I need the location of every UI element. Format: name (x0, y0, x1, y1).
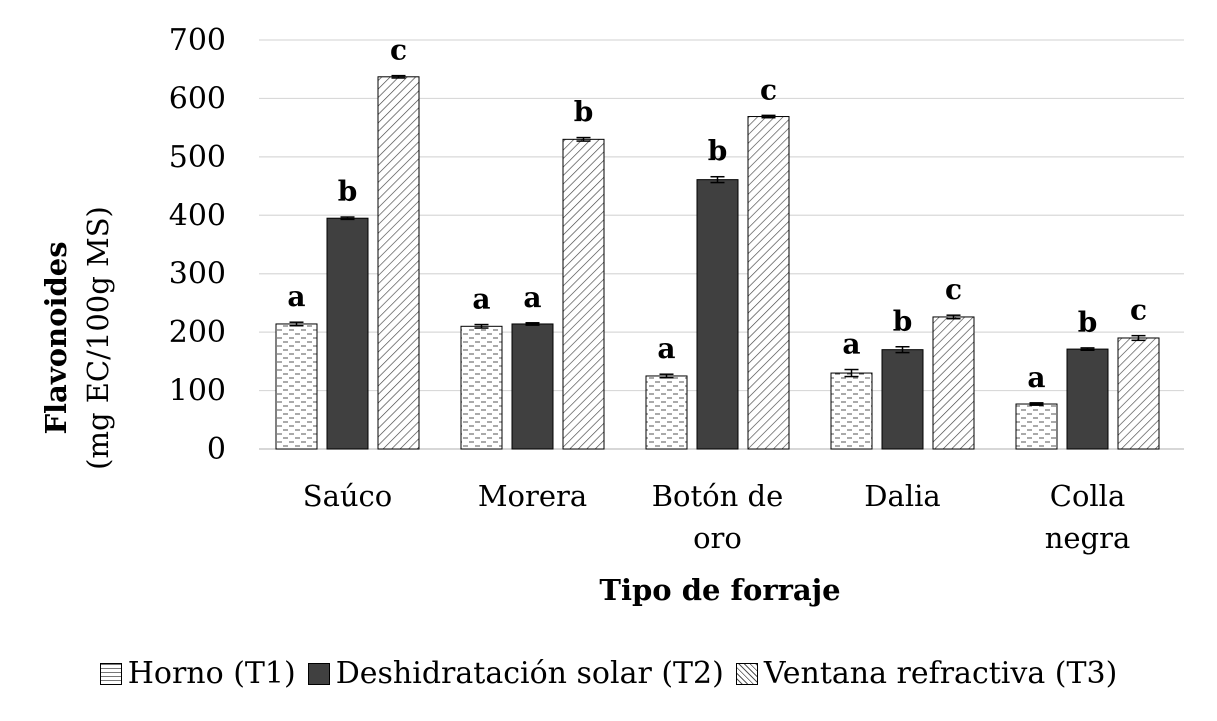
y-tick-label: 100 (169, 374, 226, 409)
legend-swatch-t2 (307, 662, 330, 685)
significance-letter: b (338, 175, 358, 208)
category-label: Botón de (652, 479, 784, 513)
category-label: Morera (478, 479, 587, 513)
bar-3 (377, 76, 420, 450)
significance-letter: c (1130, 294, 1147, 327)
significance-letter: c (390, 34, 407, 67)
bar-2 (326, 217, 369, 450)
y-tick-label: 0 (207, 432, 226, 467)
y-tick-label: 700 (169, 23, 226, 58)
y-tick-label: 400 (169, 198, 226, 233)
legend-item-t1: Horno (T1) (99, 656, 296, 691)
bar-3 (562, 138, 605, 450)
legend-item-t2: Deshidratación solar (T2) (307, 656, 724, 691)
y-axis-title-line1: Flavonoides (39, 241, 73, 434)
bar-1 (460, 325, 503, 450)
y-axis-ticks: 0 100 200 300 400 500 600 700 (169, 23, 226, 467)
significance-letter: b (893, 305, 913, 338)
legend-label-t1: Horno (T1) (127, 656, 296, 691)
bar-1 (645, 375, 688, 450)
bar-1 (275, 323, 318, 450)
legend-label-t2: Deshidratación solar (T2) (335, 656, 724, 691)
significance-letter: c (760, 73, 777, 106)
y-axis-title-line2: (mg EC/100g MS) (81, 206, 115, 470)
significance-letter: a (472, 283, 490, 316)
category-label: negra (1045, 521, 1131, 555)
legend-label-t3: Ventana refractiva (T3) (763, 656, 1118, 691)
legend: Horno (T1) Deshidratación solar (T2) Ven… (0, 656, 1217, 691)
legend-swatch-t3 (735, 662, 758, 685)
y-tick-label: 500 (169, 140, 226, 175)
y-tick-label: 600 (169, 81, 226, 116)
bar-1 (1015, 403, 1058, 450)
category-label: Colla (1050, 479, 1126, 513)
bar-2 (1066, 348, 1109, 450)
legend-item-t3: Ventana refractiva (T3) (735, 656, 1118, 691)
bar-2 (881, 349, 924, 450)
significance-letter: a (1027, 361, 1045, 394)
y-tick-label: 300 (169, 257, 226, 292)
bar-3 (747, 116, 790, 450)
bar-2 (511, 323, 554, 450)
y-tick-label: 200 (169, 315, 226, 350)
significance-letter: c (945, 273, 962, 306)
category-labels: Saúco Morera Botón de oro Dalia Colla negra (303, 479, 1131, 555)
bar-3 (1117, 337, 1160, 450)
category-label: oro (693, 521, 742, 555)
bar-2 (696, 179, 739, 450)
significance-letter: b (1078, 306, 1098, 339)
significance-letter: a (287, 280, 305, 313)
significance-letter: b (574, 96, 594, 129)
significance-letter: b (708, 135, 728, 168)
bar-1 (830, 372, 873, 450)
bar-3 (932, 316, 975, 450)
x-axis-title: Tipo de forraje (599, 573, 840, 607)
category-label: Dalia (864, 479, 940, 513)
category-label: Saúco (303, 479, 393, 513)
legend-swatch-t1 (99, 662, 122, 685)
significance-letter: a (842, 328, 860, 361)
significance-letter: a (657, 332, 675, 365)
significance-letter: a (523, 281, 541, 314)
